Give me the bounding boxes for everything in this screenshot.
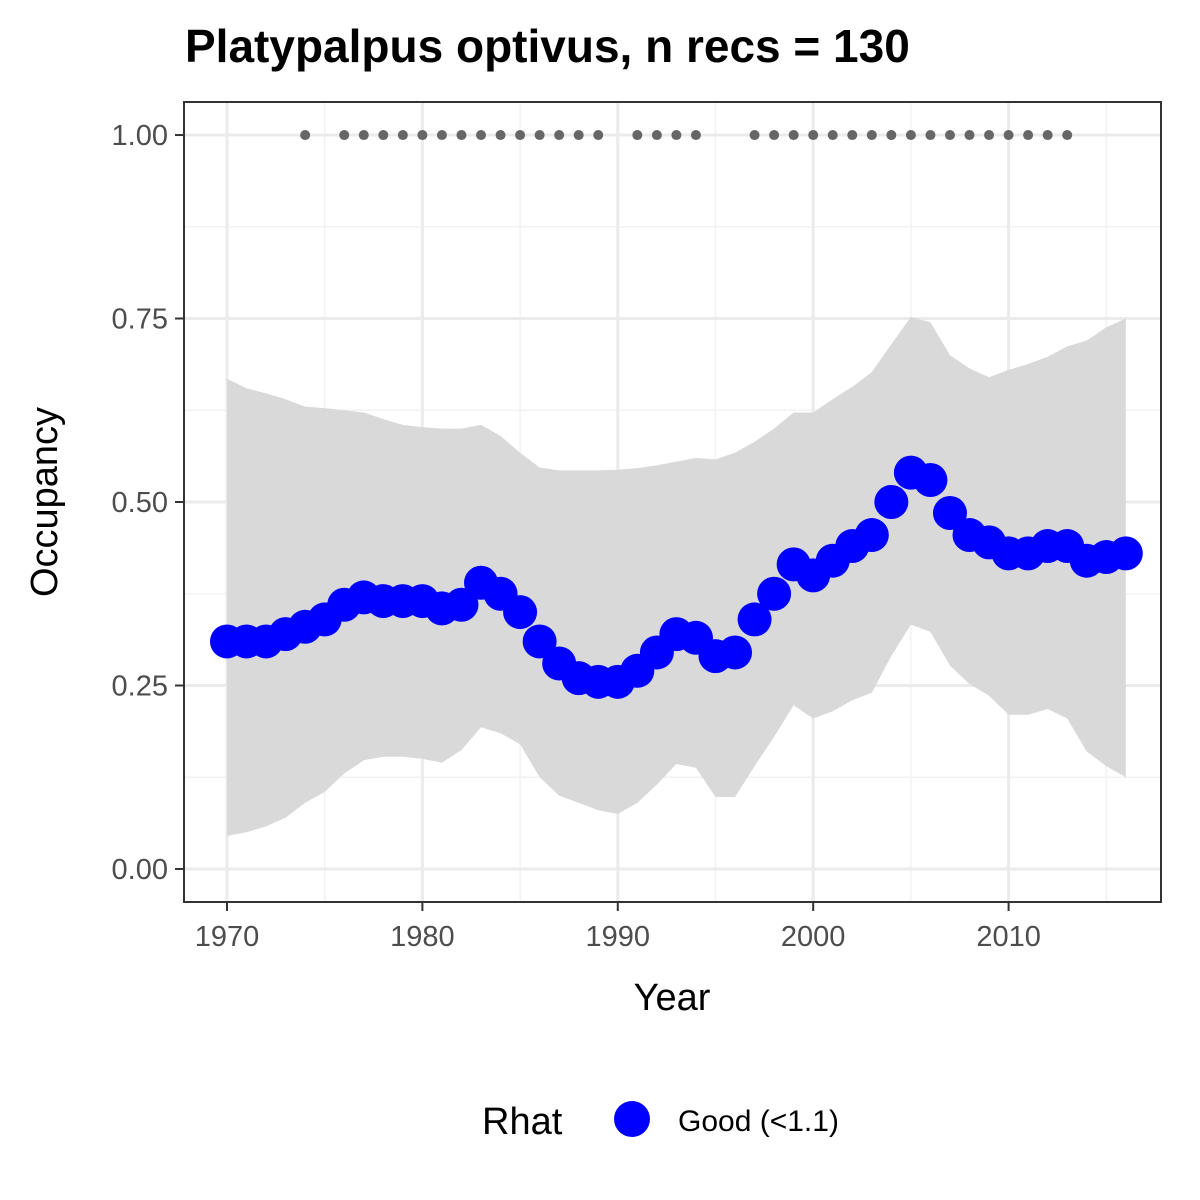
record-point [925,130,936,141]
occupancy-point [932,496,967,531]
x-tick-label: 1970 [195,921,260,953]
record-point [1023,130,1034,141]
record-point [749,130,760,141]
legend-swatch-good [614,1101,650,1137]
record-point [788,130,799,141]
record-point [866,130,877,141]
chart-title: Platypalpus optivus, n recs = 130 [185,20,910,72]
record-point [554,130,565,141]
record-point [495,130,506,141]
occupancy-point [757,576,792,611]
x-tick-label: 2010 [976,921,1041,953]
record-point [417,130,428,141]
x-axis: 1970 1980 1990 2000 2010 [195,902,1041,953]
record-point [984,130,995,141]
y-tick-label: 0.75 [112,304,168,336]
x-tick-label: 1980 [390,921,455,953]
y-tick-label: 0.00 [112,854,168,886]
record-point [1062,130,1073,141]
record-point [944,130,955,141]
record-point [671,130,682,141]
record-point [515,130,526,141]
record-point [827,130,838,141]
x-tick-label: 2000 [781,921,846,953]
record-point [769,130,780,141]
occupancy-point [718,635,753,670]
legend: Rhat Good (<1.1) [482,1101,839,1143]
occupancy-point [854,518,889,553]
occupancy-point [522,624,557,659]
record-point [476,130,487,141]
record-point [808,130,819,141]
occupancy-points-layer [209,455,1143,699]
record-point [1042,130,1053,141]
confidence-ribbon [227,317,1126,836]
x-tick-label: 1990 [586,921,651,953]
record-point [378,130,389,141]
record-point [690,130,701,141]
record-point [339,130,350,141]
legend-label-good: Good (<1.1) [678,1105,839,1138]
record-point [456,130,467,141]
occupancy-point [874,485,909,519]
record-point [358,130,369,141]
record-point [436,130,447,141]
y-axis: 0.00 0.25 0.50 0.75 1.00 [112,120,184,886]
record-point [632,130,643,141]
occupancy-point [503,595,538,630]
x-axis-title: Year [634,977,711,1019]
record-point [593,130,604,141]
record-point [905,130,916,141]
record-point [1003,130,1014,141]
occupancy-point [737,602,772,637]
record-point [300,130,311,141]
y-tick-label: 1.00 [112,120,168,152]
legend-title: Rhat [482,1101,563,1143]
record-point [886,130,897,141]
record-point [534,130,545,141]
y-tick-label: 0.25 [112,670,168,702]
y-tick-label: 0.50 [112,487,168,519]
occupancy-point [913,462,948,497]
record-points-layer [300,130,1073,141]
y-axis-title: Occupancy [24,407,66,597]
record-point [397,130,408,141]
record-point [964,130,975,141]
record-point [847,130,858,141]
occupancy-point [444,587,479,622]
record-point [573,130,584,141]
occupancy-point [1108,536,1143,571]
confidence-ribbon-layer [227,317,1126,836]
record-point [651,130,662,141]
